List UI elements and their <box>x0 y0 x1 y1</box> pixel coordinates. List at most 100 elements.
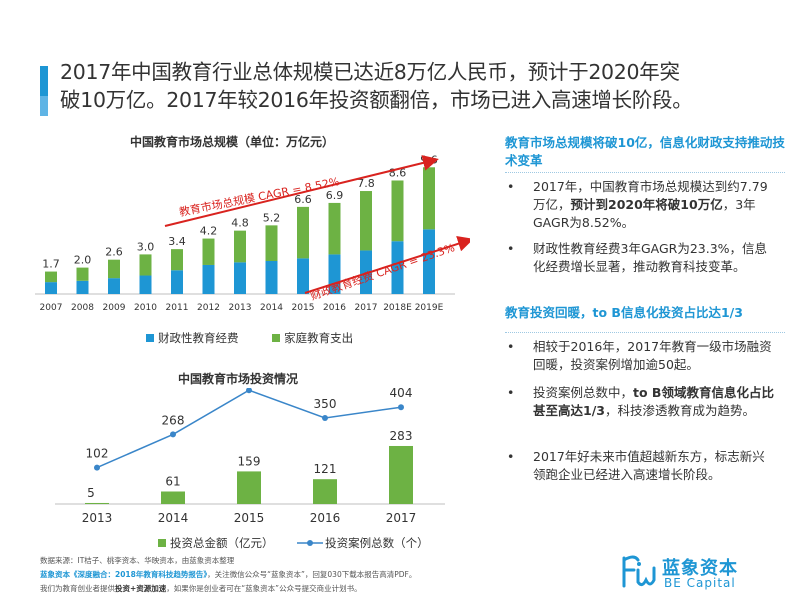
bullet-text: 2017年，中国教育市场总规模达到约7.79万亿，预计到2020年将破10万亿，… <box>533 178 775 232</box>
bullet-text-part: ，科技渗透教育成为趋势。 <box>604 403 755 418</box>
sidebar-bullet-1: • 2017年，中国教育市场总规模达到约7.79万亿，预计到2020年将破10万… <box>507 178 775 232</box>
bullet-dot: • <box>507 449 515 464</box>
line-value-label: 404 <box>390 388 413 400</box>
bar-total-label: 3.0 <box>137 240 155 253</box>
footer-contact-bold: 投资+资源加速 <box>115 584 167 593</box>
bullet-text-part: 投资案例总数中， <box>533 385 634 400</box>
x-tick-label: 2010 <box>134 303 157 313</box>
bar-fiscal <box>202 264 215 294</box>
line-point <box>94 464 100 471</box>
line-value-label: 102 <box>86 447 109 461</box>
footer-source: 数据来源：IT桔子、桃李资本、华映资本，由蓝象资本整理 <box>40 556 235 565</box>
x-tick-label: 2007 <box>40 303 63 313</box>
x-tick-label: 2019E <box>415 303 444 313</box>
x-tick-label: 2011 <box>166 303 189 313</box>
sidebar-bullet-3: • 相较于2016年，2017年教育一级市场融资回暖，投资案例增加逾50起。 <box>507 338 775 374</box>
bar-fiscal <box>391 241 404 294</box>
investment-chart: 5201361201415920151212016283201710226848… <box>55 388 445 525</box>
legend-item-fiscal: 财政性教育经费 <box>146 331 239 345</box>
bullet-text-bold: 预计到2020年将破10万亿 <box>570 197 723 212</box>
legend-line-swatch <box>297 540 324 546</box>
line-point <box>398 404 404 411</box>
bar-total-label: 9.6 <box>420 153 438 166</box>
bar-fiscal <box>423 229 435 294</box>
bar-total-label: 1.7 <box>42 258 60 271</box>
bar-total-label: 6.6 <box>294 193 312 206</box>
bar-household <box>171 249 183 271</box>
sidebar-bullet-5: • 2017年好未来市值超越新东方，标志新兴领跑企业已经进入高速增长阶段。 <box>507 448 775 484</box>
bar-total-label: 4.2 <box>200 225 218 238</box>
bar-total-label: 2.0 <box>74 254 92 267</box>
bar-total-label: 4.8 <box>231 217 249 230</box>
footer-report-line: 蓝象资本《深度融合：2018年教育科技趋势报告》，关注微信公众号“蓝象资本”，回… <box>40 569 416 580</box>
footer-report-link[interactable]: 蓝象资本《深度融合：2018年教育科技趋势报告》 <box>40 570 208 579</box>
x-tick-label: 2012 <box>197 303 220 313</box>
legend-item-household: 家庭教育支出 <box>272 331 353 345</box>
chart1-title: 中国教育市场总规模（单位：万亿元） <box>130 135 335 149</box>
headline: 2017年中国教育行业总体规模已达近8万亿人民币，预计于2020年突 破10万亿… <box>60 58 760 114</box>
x-tick-label: 2017 <box>355 303 378 313</box>
bullet-text: 2017年好未来市值超越新东方，标志新兴领跑企业已经进入高速增长阶段。 <box>533 449 765 482</box>
bar-value-label: 61 <box>165 474 180 488</box>
be-capital-logo: 蓝象资本 BE Capital <box>618 552 768 594</box>
bar-fiscal <box>171 270 183 294</box>
x-tick-label: 2016 <box>310 511 341 525</box>
headline-line-2: 破10万亿。2017年较2016年投资额翻倍，市场已进入高速增长阶段。 <box>60 88 693 112</box>
legend-label-fiscal: 财政性教育经费 <box>158 331 239 345</box>
legend-swatch-amount <box>158 539 166 547</box>
x-tick-label: 2016 <box>323 303 346 313</box>
bar-value-label: 121 <box>314 462 337 476</box>
x-tick-label: 2009 <box>103 303 126 313</box>
bar-fiscal <box>265 261 278 294</box>
bar-fiscal <box>360 250 372 294</box>
sidebar-bullet-4: • 投资案例总数中，to B领域教育信息化占比甚至高达1/3，科技渗透教育成为趋… <box>507 384 775 420</box>
chart2-title: 中国教育市场投资情况 <box>178 372 299 386</box>
bullet-dot: • <box>507 241 515 256</box>
bar-investment-amount <box>313 479 337 504</box>
legend-label-amount: 投资总金额（亿元） <box>170 536 274 550</box>
sidebar-section1-title: 教育市场总规模将破10亿，信息化财政支持推动技术变革 <box>505 135 785 168</box>
x-tick-label: 2015 <box>292 303 315 313</box>
cagr-fiscal-arrow <box>304 236 470 294</box>
bar-fiscal <box>45 282 57 294</box>
bar-household <box>423 167 435 230</box>
bar-total-label: 6.9 <box>326 189 344 202</box>
bar-fiscal <box>234 262 246 294</box>
footer-report-text: ，关注微信公众号“蓝象资本”，回复030下载本报告高清PDF。 <box>207 570 417 579</box>
bar-fiscal <box>76 280 89 294</box>
bullet-text: 财政性教育经费3年GAGR为23.3%，信息化经费增长显著，推动教育科技变革。 <box>533 241 768 274</box>
bar-investment-amount <box>161 491 185 504</box>
line-value-label: 268 <box>162 413 185 427</box>
bullet-text: 相较于2016年，2017年教育一级市场融资回暖，投资案例增加逾50起。 <box>533 339 772 372</box>
headline-accent-bar <box>40 66 48 116</box>
footer-contact-line: 我们为教育创业者提供投资+资源加速，如果你是创业者可在“蓝象资本”公众号提交商业… <box>40 583 362 594</box>
line-value-label: 350 <box>314 397 337 411</box>
line-point <box>170 431 176 438</box>
footer-contact-text: 我们为教育创业者提供 <box>40 584 115 593</box>
bar-household <box>108 259 120 279</box>
bar-fiscal <box>297 258 309 294</box>
headline-accent-bar-lower <box>40 96 48 116</box>
bar-fiscal <box>108 278 120 294</box>
bar-total-label: 2.6 <box>105 246 123 259</box>
footer-contact-text: ，如果你是创业者可在“蓝象资本”公众号提交商业计划书。 <box>166 584 362 593</box>
x-tick-label: 2013 <box>82 511 113 525</box>
x-tick-label: 2018E <box>383 303 412 313</box>
sidebar-section2-title: 教育投资回暖，to B信息化投资占比达1/3 <box>505 305 743 320</box>
chart1-legend: 财政性教育经费 家庭教育支出 <box>146 330 353 346</box>
x-tick-label: 2017 <box>386 511 417 525</box>
bullet-dot: • <box>507 339 515 354</box>
bar-household <box>265 225 278 261</box>
bar-value-label: 283 <box>390 429 413 443</box>
bar-fiscal <box>139 275 152 294</box>
bar-household <box>391 180 404 242</box>
bar-total-label: 5.2 <box>263 211 281 224</box>
cagr-total-arrow <box>164 155 439 227</box>
chart2-legend: 投资总金额（亿元） 投资案例总数（个） <box>158 535 429 551</box>
x-tick-label: 2008 <box>71 303 94 313</box>
bar-household <box>297 206 309 259</box>
bar-investment-amount <box>389 445 413 504</box>
logo-mark-icon <box>622 555 656 588</box>
bar-household <box>45 271 57 283</box>
line-point <box>246 388 252 394</box>
